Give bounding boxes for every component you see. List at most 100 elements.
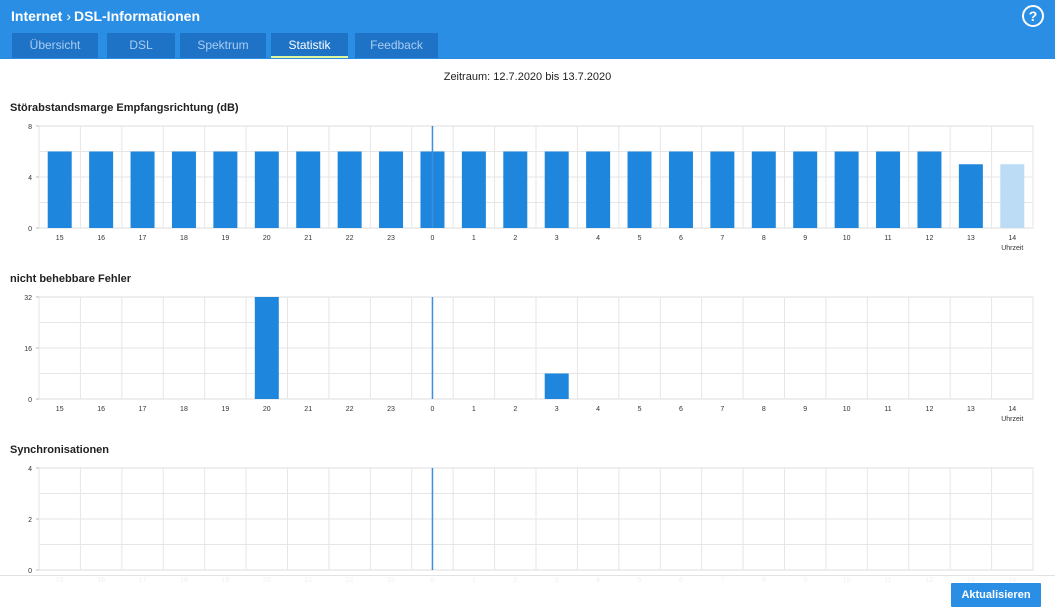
chart-title-synchronisationen: Synchronisationen [10,444,110,456]
x-tick-label: 21 [304,406,312,413]
x-tick-label: 5 [638,406,642,413]
bar [296,151,321,228]
x-tick-label: 4 [596,406,600,413]
footer-bar [0,575,1055,610]
x-tick-label: 10 [843,235,851,242]
x-tick-label: 2 [513,235,517,242]
tab-statistik[interactable]: Statistik [271,33,348,58]
x-tick-label: 0 [431,406,435,413]
x-tick-label: 10 [843,406,851,413]
bar [89,151,114,228]
x-tick-label: 6 [679,235,683,242]
bar [379,151,404,228]
x-tick-label: 19 [221,235,229,242]
bar [254,151,279,228]
bar [668,151,693,228]
x-tick-label: 2 [513,406,517,413]
tab-feedback[interactable]: Feedback [355,33,438,58]
x-tick-label: 12 [926,235,934,242]
bar [544,373,569,399]
x-tick-label: 20 [263,406,271,413]
question-circle-icon[interactable]: ? [1022,5,1044,27]
breadcrumb-dsl-informationen: DSL-Informationen [74,8,201,24]
y-tick-label: 0 [28,226,32,233]
bar [461,151,486,228]
chart-title-fehler: nicht behebbare Fehler [10,273,132,285]
x-tick-label: 1 [472,235,476,242]
x-tick-label: 15 [56,235,64,242]
x-tick-label: 13 [967,406,975,413]
bar [171,151,196,228]
x-tick-label: 22 [346,406,354,413]
x-tick-label: 9 [803,235,807,242]
y-tick-label: 2 [28,517,32,524]
breadcrumb: Internet › DSL-Informationen [11,8,200,24]
x-tick-label: 9 [803,406,807,413]
y-tick-label: 4 [28,466,32,473]
y-tick-label: 16 [24,346,32,353]
bar [917,151,942,228]
bar [958,164,983,228]
y-tick-label: 0 [28,397,32,404]
x-tick-label: 8 [762,235,766,242]
bar [254,297,279,399]
bar [47,151,72,228]
y-tick-label: 4 [28,175,32,182]
x-tick-label: 11 [884,406,891,413]
x-tick-label: 15 [56,406,64,413]
x-tick-label: 12 [926,406,934,413]
bar [586,151,611,228]
x-tick-label: 17 [139,235,147,242]
x-tick-label: 23 [387,235,395,242]
x-tick-label: 5 [638,235,642,242]
x-tick-label: 20 [263,235,271,242]
bar [1000,164,1025,228]
y-tick-label: 32 [24,295,32,302]
x-tick-label: 13 [967,235,975,242]
x-tick-label: 14 [1008,406,1016,413]
bar [627,151,652,228]
bar [130,151,155,228]
bar [710,151,735,228]
x-tick-label: 21 [304,235,312,242]
x-tick-label: 0 [431,235,435,242]
x-tick-label: 6 [679,406,683,413]
x-tick-label: 3 [555,235,559,242]
x-tick-label: 19 [221,406,229,413]
x-tick-label: 16 [97,406,105,413]
y-tick-label: 8 [28,124,32,131]
chart-title-stoerabstand: Störabstandsmarge Empfangsrichtung (dB) [10,102,239,114]
x-tick-label: 7 [720,406,724,413]
x-tick-label: 18 [180,406,188,413]
x-tick-label: 1 [472,406,476,413]
bar [503,151,528,228]
x-tick-label: 14 [1008,235,1016,242]
x-tick-label: 23 [387,406,395,413]
tab-spektrum[interactable]: Spektrum [180,33,266,58]
header-bar: Internet › DSL-Informationen ? Übersicht D… [0,0,1055,59]
bar [544,151,569,228]
tab-uebersicht[interactable]: Übersicht [12,33,98,58]
x-tick-label: 17 [139,406,147,413]
breadcrumb-internet[interactable]: Internet [11,8,63,24]
x-tick-label: 22 [346,235,354,242]
bar [751,151,776,228]
x-tick-label: 11 [884,235,891,242]
bar [213,151,238,228]
x-axis-label: Uhrzeit [1001,245,1023,252]
chart-synchronisationen: 0241516171819202122230123456789101112131… [28,466,1034,584]
aktualisieren-button[interactable]: Aktualisieren [951,583,1041,607]
x-tick-label: 16 [97,235,105,242]
x-tick-label: 4 [596,235,600,242]
x-axis-label: Uhrzeit [1001,416,1023,423]
bar [834,151,859,228]
zeitraum-text: Zeitraum: 12.7.2020 bis 13.7.2020 [443,71,612,83]
x-tick-label: 7 [720,235,724,242]
x-tick-label: 18 [180,235,188,242]
bar [337,151,362,228]
tab-dsl[interactable]: DSL [107,33,175,58]
y-tick-label: 0 [28,568,32,575]
x-tick-label: 8 [762,406,766,413]
